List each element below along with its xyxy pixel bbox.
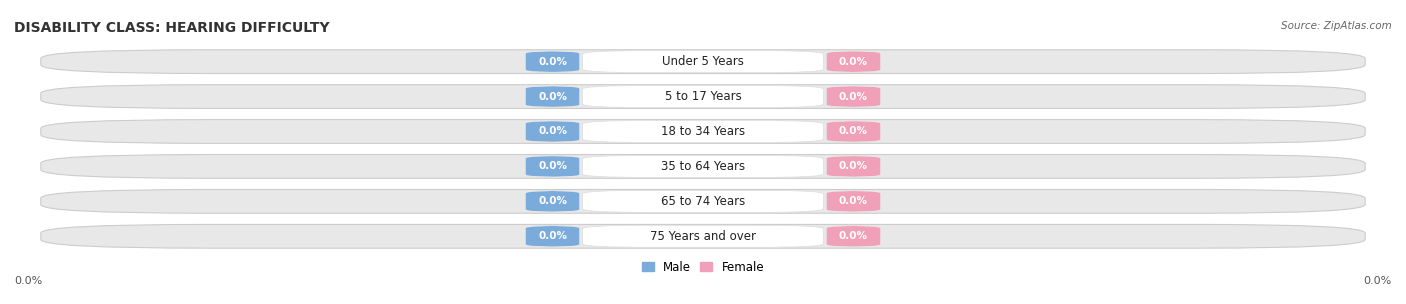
- FancyBboxPatch shape: [41, 224, 1365, 248]
- Text: 0.0%: 0.0%: [538, 231, 567, 241]
- Legend: Male, Female: Male, Female: [641, 261, 765, 274]
- FancyBboxPatch shape: [41, 85, 1365, 109]
- Text: Source: ZipAtlas.com: Source: ZipAtlas.com: [1281, 21, 1392, 31]
- Text: 0.0%: 0.0%: [538, 92, 567, 102]
- Text: 0.0%: 0.0%: [538, 196, 567, 206]
- FancyBboxPatch shape: [827, 156, 880, 177]
- FancyBboxPatch shape: [526, 191, 579, 212]
- Text: DISABILITY CLASS: HEARING DIFFICULTY: DISABILITY CLASS: HEARING DIFFICULTY: [14, 21, 329, 35]
- FancyBboxPatch shape: [526, 156, 579, 177]
- FancyBboxPatch shape: [582, 51, 824, 73]
- FancyBboxPatch shape: [526, 86, 579, 107]
- FancyBboxPatch shape: [41, 154, 1365, 178]
- Text: 0.0%: 0.0%: [839, 126, 868, 136]
- FancyBboxPatch shape: [526, 121, 579, 142]
- FancyBboxPatch shape: [526, 226, 579, 247]
- Text: Under 5 Years: Under 5 Years: [662, 55, 744, 68]
- FancyBboxPatch shape: [827, 191, 880, 212]
- FancyBboxPatch shape: [827, 121, 880, 142]
- Text: 18 to 34 Years: 18 to 34 Years: [661, 125, 745, 138]
- Text: 0.0%: 0.0%: [839, 231, 868, 241]
- Text: 5 to 17 Years: 5 to 17 Years: [665, 90, 741, 103]
- FancyBboxPatch shape: [582, 225, 824, 247]
- FancyBboxPatch shape: [41, 189, 1365, 213]
- FancyBboxPatch shape: [582, 190, 824, 212]
- Text: 0.0%: 0.0%: [14, 276, 42, 286]
- FancyBboxPatch shape: [827, 226, 880, 247]
- Text: 0.0%: 0.0%: [538, 161, 567, 171]
- Text: 0.0%: 0.0%: [538, 126, 567, 136]
- Text: 75 Years and over: 75 Years and over: [650, 230, 756, 243]
- FancyBboxPatch shape: [41, 50, 1365, 74]
- FancyBboxPatch shape: [582, 155, 824, 178]
- Text: 35 to 64 Years: 35 to 64 Years: [661, 160, 745, 173]
- Text: 0.0%: 0.0%: [839, 161, 868, 171]
- FancyBboxPatch shape: [526, 51, 579, 72]
- FancyBboxPatch shape: [582, 120, 824, 143]
- FancyBboxPatch shape: [827, 51, 880, 72]
- FancyBboxPatch shape: [582, 85, 824, 108]
- Text: 0.0%: 0.0%: [1364, 276, 1392, 286]
- Text: 0.0%: 0.0%: [839, 196, 868, 206]
- FancyBboxPatch shape: [827, 86, 880, 107]
- FancyBboxPatch shape: [41, 119, 1365, 143]
- Text: 0.0%: 0.0%: [839, 57, 868, 67]
- Text: 65 to 74 Years: 65 to 74 Years: [661, 195, 745, 208]
- Text: 0.0%: 0.0%: [538, 57, 567, 67]
- Text: 0.0%: 0.0%: [839, 92, 868, 102]
